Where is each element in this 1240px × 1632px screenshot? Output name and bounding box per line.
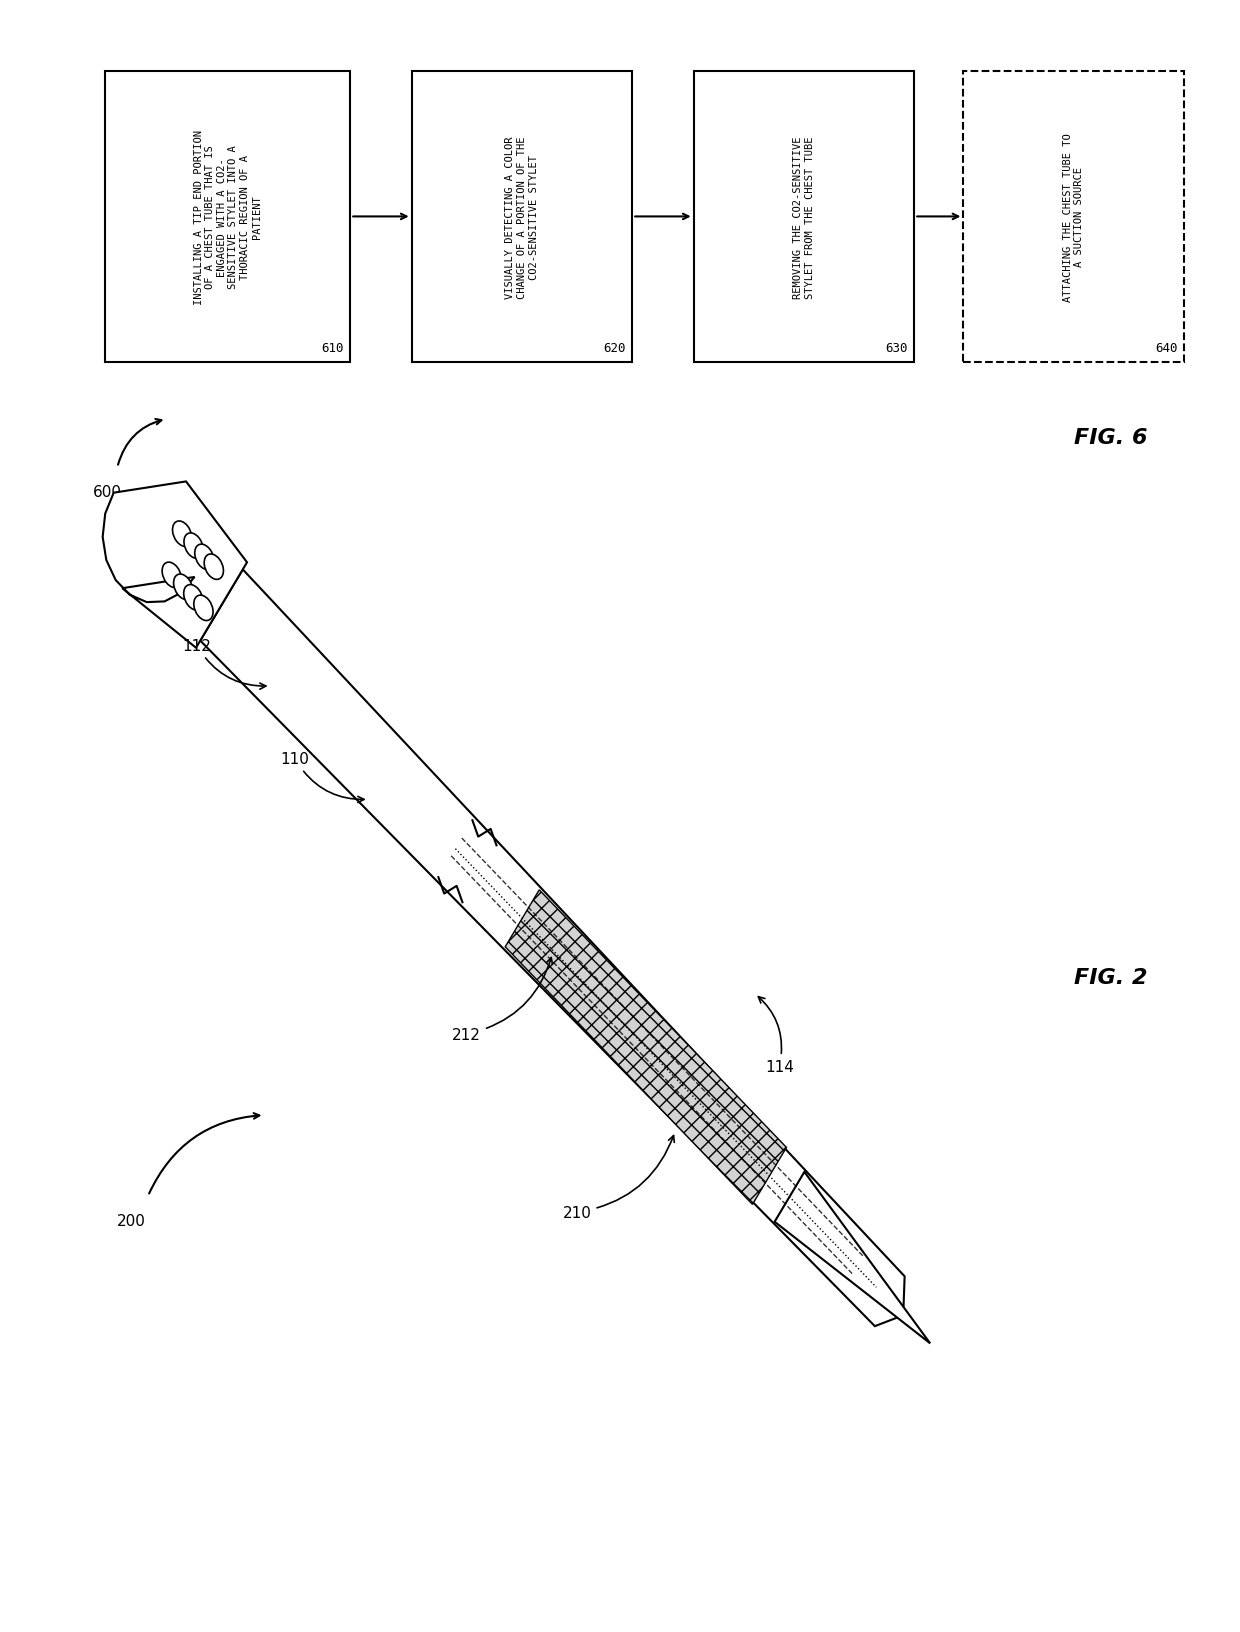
Text: REMOVING THE CO2-SENSITIVE
STYLET FROM THE CHEST TUBE: REMOVING THE CO2-SENSITIVE STYLET FROM T… (794, 135, 815, 299)
Text: 630: 630 (885, 341, 908, 354)
FancyBboxPatch shape (105, 72, 350, 362)
Text: ATTACHING THE CHEST TUBE TO
A SUCTION SOURCE: ATTACHING THE CHEST TUBE TO A SUCTION SO… (1063, 132, 1085, 302)
Ellipse shape (174, 574, 193, 601)
FancyBboxPatch shape (412, 72, 632, 362)
Ellipse shape (193, 596, 213, 622)
Text: 620: 620 (604, 341, 626, 354)
FancyBboxPatch shape (963, 72, 1184, 362)
Text: 114: 114 (759, 997, 794, 1074)
Ellipse shape (162, 563, 181, 588)
Text: 600: 600 (93, 485, 122, 499)
Text: 210: 210 (563, 1136, 675, 1221)
Text: 110: 110 (280, 752, 365, 803)
Text: 200: 200 (118, 1213, 146, 1227)
Text: INSTALLING A TIP END PORTION
OF A CHEST TUBE THAT IS
ENGAGED WITH A CO2-
SENSITI: INSTALLING A TIP END PORTION OF A CHEST … (193, 131, 262, 305)
Polygon shape (505, 891, 786, 1204)
FancyBboxPatch shape (693, 72, 914, 362)
Ellipse shape (184, 586, 203, 610)
Polygon shape (775, 1172, 930, 1343)
Text: VISUALLY DETECTING A COLOR
CHANGE OF A PORTION OF THE
CO2-SENSITIVE STYLET: VISUALLY DETECTING A COLOR CHANGE OF A P… (506, 135, 538, 299)
Ellipse shape (205, 555, 223, 579)
Text: FIG. 2: FIG. 2 (1074, 968, 1147, 987)
Text: FIG. 6: FIG. 6 (1074, 428, 1147, 447)
Ellipse shape (195, 545, 215, 570)
Text: 640: 640 (1156, 341, 1178, 354)
Text: 112: 112 (182, 638, 265, 690)
Polygon shape (200, 570, 905, 1327)
Text: 212: 212 (453, 958, 552, 1041)
Text: 610: 610 (321, 341, 345, 354)
Ellipse shape (172, 522, 192, 547)
Polygon shape (103, 481, 247, 648)
Ellipse shape (184, 534, 203, 560)
